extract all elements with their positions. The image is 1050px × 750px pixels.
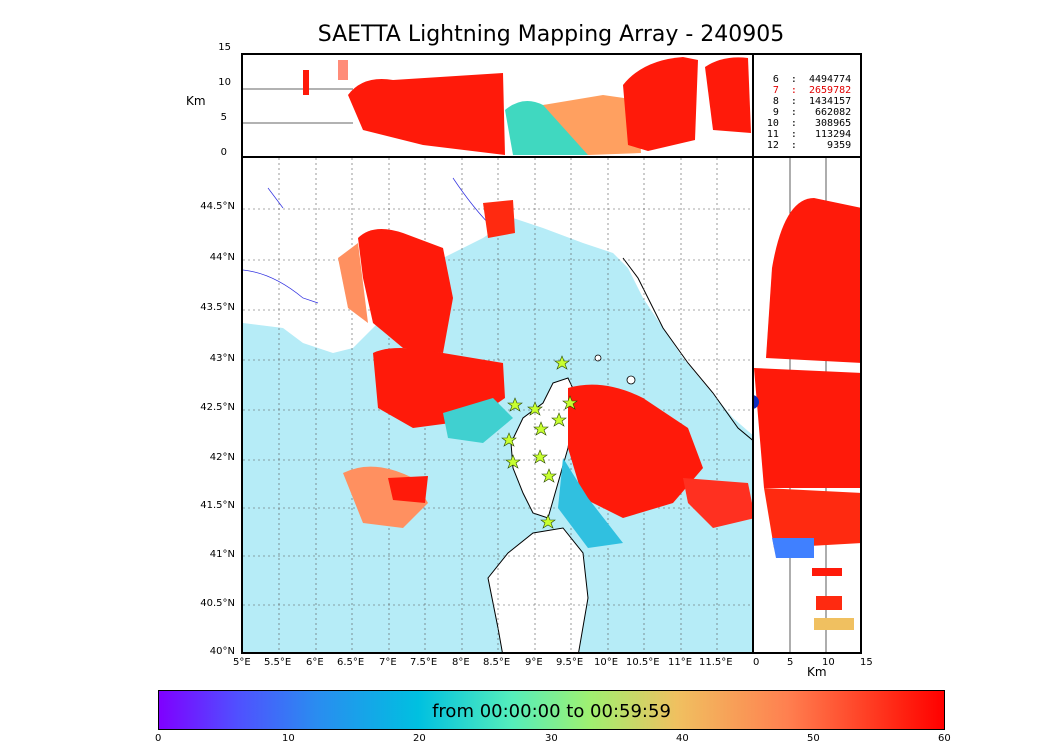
top-ytick: 0 — [220, 147, 227, 158]
lat-tick: 44.5°N — [200, 201, 235, 212]
river — [267, 187, 284, 209]
stat-row: 10 : 308965 — [766, 118, 852, 129]
top-ytick: 5 — [220, 112, 227, 123]
side-storm-south — [764, 488, 860, 548]
lon-tick: 7.5°E — [410, 657, 438, 668]
station-star — [562, 395, 578, 410]
lat-tick: 40.5°N — [200, 598, 235, 609]
top-scatter-1 — [303, 70, 309, 95]
storm-center-fringe — [443, 398, 513, 443]
lon-tick: 6.5°E — [337, 657, 365, 668]
top-ytick: 15 — [218, 42, 231, 53]
map-plot — [243, 158, 752, 652]
station-markers — [501, 355, 578, 529]
colorbar-tick: 40 — [676, 733, 689, 744]
lat-tick: 40°N — [209, 646, 235, 657]
side-scatter — [812, 568, 842, 576]
side-scatter — [816, 596, 842, 610]
station-star — [507, 397, 523, 412]
storm-nw-edge — [338, 243, 368, 323]
lon-tick: 5°E — [233, 657, 251, 668]
station-star — [532, 449, 548, 464]
colorbar-tick: 0 — [155, 733, 162, 744]
map-panel — [241, 156, 754, 654]
top-storm-far-east — [705, 57, 751, 133]
top-storm-west — [348, 73, 505, 155]
side-xtick: 5 — [787, 657, 794, 668]
station-star — [527, 401, 543, 416]
stat-row-highlight: 7 : 2659782 — [766, 85, 852, 96]
storm-east-fringe — [558, 458, 623, 548]
storm-east — [568, 384, 703, 518]
lat-tick: 41.5°N — [200, 500, 235, 511]
stat-row: 11 : 113294 — [766, 129, 852, 140]
lat-tick: 44°N — [209, 252, 235, 263]
lat-tick: 42°N — [209, 452, 235, 463]
top-ylabel: Km — [186, 94, 206, 108]
altitude-latitude-plot — [754, 158, 860, 652]
lon-tick: 6°E — [306, 657, 324, 668]
italy-coast — [622, 257, 752, 441]
chart-title: SAETTA Lightning Mapping Array - 240905 — [317, 22, 785, 47]
station-star — [540, 514, 556, 529]
station-star — [551, 412, 567, 427]
colorbar-label: from 00:00:00 to 00:59:59 — [432, 701, 671, 722]
side-storm-fringe — [772, 538, 814, 558]
stat-row: 9 : 662082 — [766, 107, 852, 118]
colorbar-tick: 30 — [545, 733, 558, 744]
storm-nw — [358, 229, 453, 353]
river — [243, 269, 319, 304]
lat-tick: 43.5°N — [200, 302, 235, 313]
altitude-longitude-plot — [243, 57, 751, 155]
stat-row: 8 : 1434157 — [766, 96, 852, 107]
colorbar-tick: 20 — [413, 733, 426, 744]
lat-tick: 42.5°N — [200, 402, 235, 413]
side-storm-north — [766, 198, 860, 363]
side-scatter — [814, 618, 854, 630]
lon-tick: 9.5°E — [556, 657, 584, 668]
colorbar-tick: 10 — [282, 733, 295, 744]
sea-area — [243, 218, 752, 652]
side-blue-marker — [754, 395, 759, 409]
island-small — [626, 375, 636, 385]
lon-tick: 8°E — [452, 657, 470, 668]
lon-tick: 8.5°E — [483, 657, 511, 668]
island-small — [594, 354, 602, 362]
station-star — [501, 432, 517, 447]
side-xtick: 15 — [860, 657, 873, 668]
lon-tick: 11°E — [668, 657, 693, 668]
colorbar-tick: 60 — [938, 733, 951, 744]
side-storm-band — [754, 368, 860, 488]
station-star — [533, 421, 549, 436]
altitude-latitude-panel — [752, 156, 862, 654]
top-storm-east — [623, 57, 698, 151]
graticule — [243, 158, 752, 652]
station-star — [505, 454, 521, 469]
sardinia-island — [487, 527, 589, 652]
lon-tick: 9°E — [525, 657, 543, 668]
station-star — [554, 355, 570, 370]
side-xtick: 10 — [822, 657, 835, 668]
storm-north-cluster — [483, 200, 515, 238]
station-star — [541, 468, 557, 483]
lat-tick: 41°N — [209, 549, 235, 560]
lon-tick: 10°E — [594, 657, 619, 668]
top-scatter-2 — [338, 60, 348, 80]
lat-tick: 43°N — [209, 353, 235, 364]
lon-tick: 7°E — [379, 657, 397, 668]
side-xtick: 0 — [753, 657, 760, 668]
lon-tick: 5.5°E — [264, 657, 292, 668]
top-storm-mid2 — [543, 95, 641, 155]
stat-row: 12 : 9359 — [766, 140, 852, 151]
time-colorbar: from 00:00:00 to 00:59:59 — [158, 690, 945, 730]
colorbar-tick: 50 — [807, 733, 820, 744]
storm-southwest-core — [388, 476, 428, 503]
side-xlabel: Km — [807, 665, 827, 679]
top-ytick: 10 — [218, 77, 231, 88]
flash-count-box: 6 : 4494774 7 : 2659782 8 : 1434157 9 : … — [752, 53, 862, 158]
storm-east-tail — [683, 478, 752, 528]
lon-tick: 10.5°E — [626, 657, 660, 668]
stat-row: 6 : 4494774 — [766, 74, 852, 85]
lon-tick: 11.5°E — [699, 657, 733, 668]
